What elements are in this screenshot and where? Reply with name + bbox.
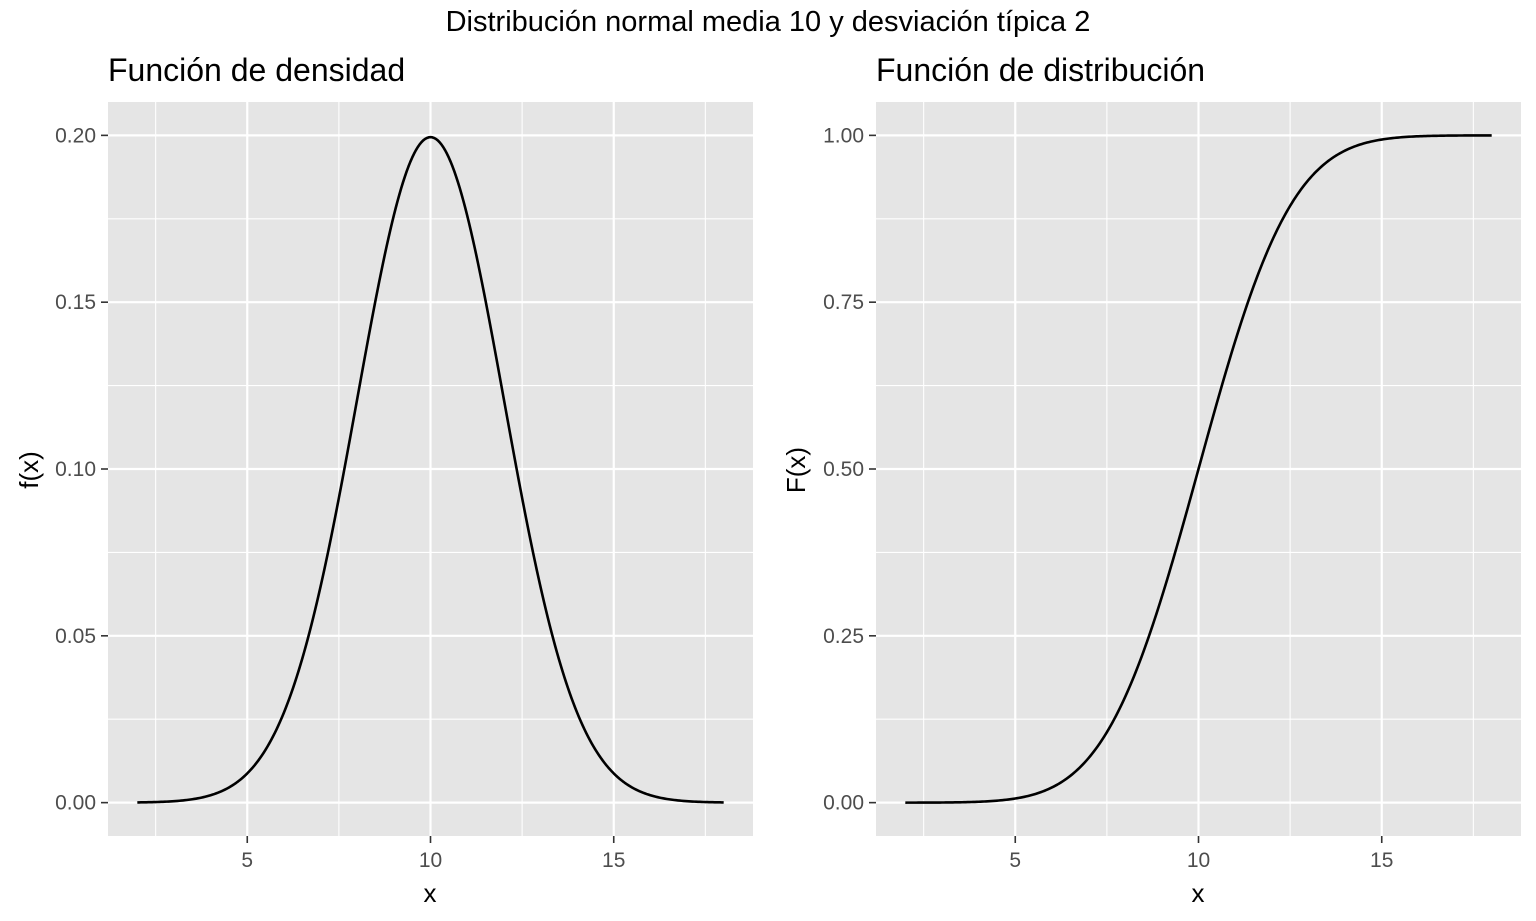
distribution-y-tick-label: 0.75	[823, 291, 864, 314]
distribution-y-tick-label: 0.00	[823, 792, 864, 815]
density-x-tick-label: 15	[602, 849, 625, 872]
distribution-x-axis-title: x	[1192, 878, 1205, 908]
distribution-x-tick-label: 5	[1009, 849, 1021, 872]
distribution-panel: Función de distribución 5 10 15 0.00 0.25 0.5…	[781, 52, 1521, 908]
density-panel: Función de densidad 5 10 15 0.00 0.05 0.10 0.1…	[14, 52, 753, 908]
density-axes: 5 10 15 0.00 0.05 0.10 0.15 0.20	[55, 124, 625, 872]
density-y-tick-label: 0.00	[55, 792, 96, 815]
density-gridlines	[108, 102, 753, 836]
density-y-tick-label: 0.15	[55, 291, 96, 314]
density-y-tick-label: 0.20	[55, 124, 96, 147]
distribution-y-tick-label: 1.00	[823, 124, 864, 147]
distribution-y-tick-label: 0.50	[823, 458, 864, 481]
distribution-axes: 5 10 15 0.00 0.25 0.50 0.75 1.00	[823, 124, 1393, 872]
distribution-curve	[905, 134, 1492, 804]
distribution-y-axis-title: F(x)	[781, 447, 811, 493]
density-x-tick-label: 10	[419, 849, 442, 872]
density-x-tick-label: 5	[241, 849, 253, 872]
density-panel-title: Función de densidad	[108, 52, 405, 88]
density-y-tick-label: 0.05	[55, 625, 96, 648]
density-curve	[137, 135, 724, 804]
distribution-x-tick-label: 10	[1187, 849, 1210, 872]
figure-title: Distribución normal media 10 y desviació…	[446, 6, 1091, 38]
distribution-x-tick-label: 15	[1370, 849, 1393, 872]
density-x-axis-title: x	[424, 878, 437, 908]
distribution-y-tick-label: 0.25	[823, 625, 864, 648]
density-y-tick-label: 0.10	[55, 458, 96, 481]
density-y-axis-title: f(x)	[14, 451, 44, 489]
distribution-panel-title: Función de distribución	[876, 52, 1205, 88]
